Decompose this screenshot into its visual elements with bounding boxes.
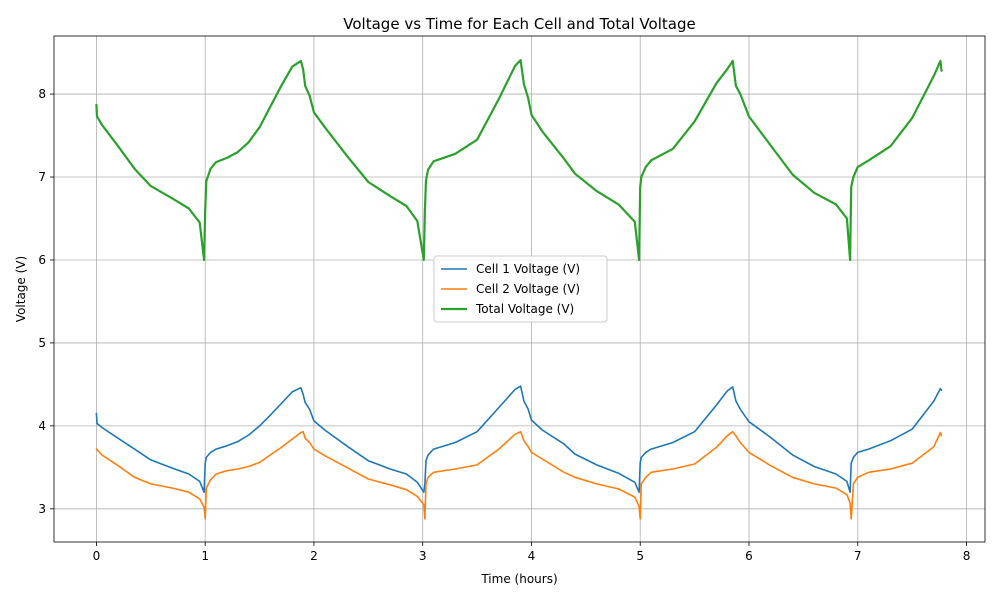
y-axis-ticks: 3 4 5 6 7 8 bbox=[38, 87, 54, 516]
y-tick-label: 3 bbox=[38, 502, 46, 516]
legend-label-total: Total Voltage (V) bbox=[475, 302, 574, 316]
x-tick-label: 2 bbox=[310, 549, 318, 563]
y-tick-label: 7 bbox=[38, 170, 46, 184]
x-tick-label: 6 bbox=[745, 549, 753, 563]
legend-label-cell-2: Cell 2 Voltage (V) bbox=[476, 282, 580, 296]
y-tick-label: 6 bbox=[38, 253, 46, 267]
x-tick-label: 5 bbox=[636, 549, 644, 563]
x-tick-label: 3 bbox=[419, 549, 427, 563]
chart-title: Voltage vs Time for Each Cell and Total … bbox=[343, 15, 695, 33]
legend-label-cell-1: Cell 1 Voltage (V) bbox=[476, 262, 580, 276]
x-tick-label: 0 bbox=[93, 549, 101, 563]
grid bbox=[54, 36, 985, 542]
series-line-total bbox=[95, 58, 943, 262]
x-tick-label: 8 bbox=[963, 549, 971, 563]
y-tick-label: 4 bbox=[38, 419, 46, 433]
y-axis-label: Voltage (V) bbox=[14, 256, 28, 322]
x-tick-label: 4 bbox=[528, 549, 536, 563]
plot-frame bbox=[53, 35, 986, 543]
x-axis-label: Time (hours) bbox=[480, 572, 557, 586]
x-tick-label: 7 bbox=[854, 549, 862, 563]
y-tick-label: 5 bbox=[38, 336, 46, 350]
legend: Cell 1 Voltage (V) Cell 2 Voltage (V) Tota… bbox=[433, 255, 608, 323]
series-group bbox=[95, 58, 943, 520]
series-line-cell-2 bbox=[95, 430, 943, 520]
series-line-cell-1 bbox=[95, 385, 943, 494]
x-axis-ticks: 0 1 2 3 4 5 6 7 8 bbox=[93, 542, 971, 563]
x-tick-label: 1 bbox=[201, 549, 209, 563]
legend-box bbox=[433, 255, 608, 323]
y-tick-label: 8 bbox=[38, 87, 46, 101]
